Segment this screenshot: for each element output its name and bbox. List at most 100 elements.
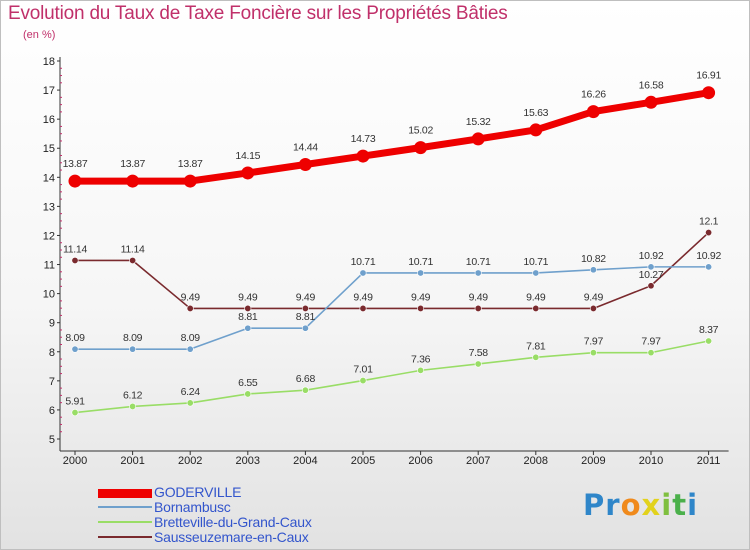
x-tick-label: 2002 (178, 455, 202, 467)
data-label-bretteville-du-grand-caux: 7.58 (469, 347, 489, 359)
data-point-goderville (414, 141, 428, 155)
data-point-goderville (356, 149, 370, 163)
data-label-sausseuzemare-en-caux: 9.49 (353, 291, 373, 303)
data-label-bretteville-du-grand-caux: 6.24 (181, 386, 201, 398)
data-label-sausseuzemare-en-caux: 10.27 (639, 269, 664, 281)
data-point-bornambusc (705, 263, 713, 271)
x-tick-label: 2004 (293, 455, 317, 467)
series-line-goderville (71, 89, 713, 185)
y-tick-label: 10 (43, 289, 55, 301)
y-tick-label: 15 (43, 143, 55, 155)
data-label-sausseuzemare-en-caux: 12.1 (699, 216, 719, 228)
data-label-sausseuzemare-en-caux: 11.14 (63, 243, 87, 255)
data-point-bornambusc (359, 269, 367, 277)
y-tick-label: 12 (43, 230, 55, 242)
data-point-bornambusc (301, 324, 309, 332)
data-label-bornambusc: 8.09 (181, 332, 201, 344)
series-line-bornambusc (74, 266, 710, 350)
data-label-bretteville-du-grand-caux: 6.12 (123, 389, 143, 401)
unit-label: (en %) (23, 29, 56, 41)
data-point-bornambusc (71, 345, 79, 353)
y-tick-label: 5 (49, 434, 55, 446)
data-label-bornambusc: 10.82 (581, 253, 606, 265)
data-point-bretteville-du-grand-caux (244, 390, 252, 398)
data-point-sausseuzemare-en-caux (417, 304, 425, 312)
data-point-bornambusc (589, 266, 597, 274)
legend-label: GODERVILLE (154, 484, 242, 500)
series-line-bretteville-du-grand-caux (74, 340, 710, 414)
data-label-bornambusc: 8.81 (296, 311, 316, 323)
x-tick-label: 2007 (466, 455, 490, 467)
data-label-goderville: 13.87 (63, 158, 88, 170)
data-point-bretteville-du-grand-caux (129, 402, 137, 410)
data-label-bretteville-du-grand-caux: 6.68 (296, 373, 316, 385)
data-label-bornambusc: 10.71 (351, 256, 376, 268)
x-tick-label: 2010 (639, 455, 663, 467)
y-tick-label: 11 (44, 260, 55, 272)
data-label-bornambusc: 8.09 (123, 332, 143, 344)
legend-label: Sausseuzemare-en-Caux (154, 529, 309, 545)
series-line-sausseuzemare-en-caux (74, 231, 710, 310)
data-point-sausseuzemare-en-caux (71, 256, 79, 264)
data-point-bornambusc (244, 324, 252, 332)
data-point-goderville (68, 174, 82, 188)
y-tick-label: 16 (43, 114, 55, 126)
data-label-bretteville-du-grand-caux: 8.37 (699, 324, 719, 336)
data-label-bornambusc: 10.92 (696, 250, 721, 262)
legend-label: Bornambusc (154, 499, 231, 515)
data-label-bretteville-du-grand-caux: 7.97 (584, 336, 604, 348)
data-point-bretteville-du-grand-caux (705, 337, 713, 345)
x-tick-label: 2008 (524, 455, 548, 467)
data-point-sausseuzemare-en-caux (186, 304, 194, 312)
data-label-sausseuzemare-en-caux: 9.49 (584, 291, 604, 303)
data-point-goderville (702, 86, 716, 100)
data-label-bornambusc: 10.71 (408, 256, 433, 268)
x-tick-label: 2000 (63, 455, 87, 467)
data-label-bretteville-du-grand-caux: 5.91 (65, 396, 85, 408)
data-label-bretteville-du-grand-caux: 7.01 (353, 364, 373, 376)
data-label-goderville: 15.32 (466, 116, 491, 128)
x-tick-label: 2003 (236, 455, 260, 467)
data-label-goderville: 14.15 (235, 150, 260, 162)
data-point-bornambusc (186, 345, 194, 353)
data-label-sausseuzemare-en-caux: 9.49 (296, 291, 316, 303)
y-tick-label: 13 (43, 201, 55, 213)
data-point-bretteville-du-grand-caux (647, 349, 655, 357)
data-point-bretteville-du-grand-caux (186, 399, 194, 407)
data-label-bornambusc: 10.71 (466, 256, 491, 268)
y-tick-label: 8 (49, 347, 55, 359)
data-label-sausseuzemare-en-caux: 9.49 (411, 291, 431, 303)
data-point-bretteville-du-grand-caux (589, 349, 597, 357)
legend-swatch (98, 506, 152, 508)
y-tick-label: 9 (49, 318, 55, 330)
data-point-bretteville-du-grand-caux (301, 386, 309, 394)
legend-label: Bretteville-du-Grand-Caux (154, 514, 312, 530)
x-tick-label: 2001 (120, 455, 144, 467)
data-label-goderville: 14.44 (293, 142, 318, 154)
data-point-sausseuzemare-en-caux (589, 304, 597, 312)
data-point-bretteville-du-grand-caux (71, 409, 79, 417)
data-label-bornambusc: 8.09 (65, 332, 85, 344)
x-tick-label: 2005 (351, 455, 375, 467)
y-tick-label: 14 (43, 172, 55, 184)
data-point-goderville (644, 95, 658, 109)
data-point-bornambusc (532, 269, 540, 277)
logo-letter: i (687, 488, 699, 522)
data-point-sausseuzemare-en-caux (532, 304, 540, 312)
data-label-sausseuzemare-en-caux: 11.14 (121, 243, 145, 255)
data-point-sausseuzemare-en-caux (647, 282, 655, 290)
data-point-goderville (241, 166, 255, 180)
data-point-goderville (471, 132, 485, 146)
data-label-bretteville-du-grand-caux: 6.55 (238, 377, 258, 389)
data-label-sausseuzemare-en-caux: 9.49 (238, 291, 258, 303)
data-point-sausseuzemare-en-caux (301, 304, 309, 312)
y-tick-label: 7 (49, 376, 55, 388)
data-label-sausseuzemare-en-caux: 9.49 (181, 291, 201, 303)
logo-letter: t (672, 488, 688, 522)
data-point-bretteville-du-grand-caux (359, 377, 367, 385)
data-label-goderville: 13.87 (178, 158, 203, 170)
data-point-sausseuzemare-en-caux (359, 304, 367, 312)
x-tick-label: 2006 (408, 455, 432, 467)
